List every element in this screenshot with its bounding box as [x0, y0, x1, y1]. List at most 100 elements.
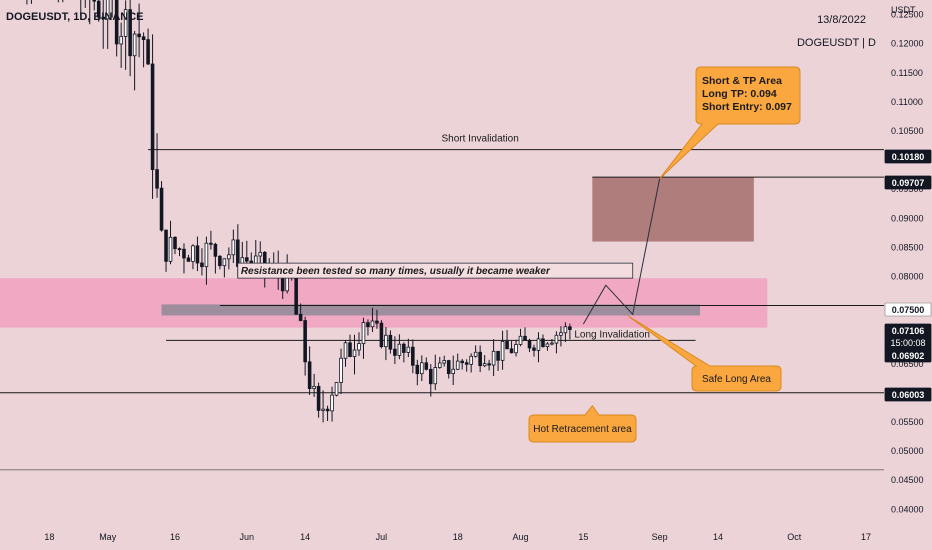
candle [545, 342, 550, 351]
candle [433, 354, 438, 391]
x-tick-label: Sep [652, 532, 668, 542]
symbol-line: DOGEUSDT, 1D, BINANCE [6, 11, 144, 23]
candle [402, 342, 406, 363]
y-tick-label: 0.12000 [891, 39, 924, 49]
x-tick-label: Aug [513, 532, 529, 542]
candle [532, 344, 536, 357]
candle [231, 229, 236, 264]
candle [375, 309, 379, 329]
candle [321, 390, 325, 423]
y-tick-label: 0.04000 [891, 504, 924, 514]
candle [182, 243, 186, 274]
candle [89, 0, 91, 25]
short-invalidation-label: Short Invalidation [442, 134, 519, 145]
candle [339, 348, 343, 395]
resistance-zone [0, 278, 768, 328]
candle [482, 355, 487, 368]
candle [80, 0, 82, 16]
y-tick-label: 0.04500 [891, 475, 924, 485]
candle [518, 328, 523, 347]
candle [168, 220, 173, 265]
candle [177, 247, 182, 257]
candle [105, 0, 110, 49]
date-label: 13/8/2022 [817, 14, 866, 26]
x-tick-label: Jul [376, 532, 388, 542]
candle [307, 346, 312, 396]
y-tick-label: 0.09000 [891, 213, 924, 223]
candle [334, 381, 339, 397]
x-tick-label: 16 [170, 532, 180, 542]
callout-safe-long[interactable]: Safe Long Area [627, 315, 782, 392]
price-tag-label: 0.09707 [892, 178, 925, 188]
callout-hot-retracement-text: Hot Retracement area [533, 424, 632, 435]
currency-label: USDT [891, 5, 916, 15]
x-tick-label: 18 [453, 532, 463, 542]
y-tick-label: 0.11500 [891, 68, 923, 78]
y-tick-label: 0.12500 [891, 10, 924, 20]
candle [150, 34, 155, 199]
price-tag: 0.07500 [884, 302, 932, 317]
candle [155, 133, 159, 198]
candle [191, 244, 195, 270]
candle [303, 316, 307, 376]
resistance-note[interactable]: Resistance been tested so many times, us… [237, 262, 634, 279]
candle [442, 355, 447, 367]
time-axis[interactable]: 18 May 16 Jun 14 Jul 18 Aug 15 Sep 14 Oct 17 [44, 532, 871, 542]
price-tag: 0.10180 [884, 149, 932, 164]
short-tp-zone [592, 177, 754, 242]
candle [316, 382, 321, 418]
gray-zone [161, 304, 701, 316]
candle [200, 248, 204, 276]
candle [370, 307, 375, 333]
candle [428, 364, 433, 397]
callout-hot-retracement[interactable]: Hot Retracement area [528, 404, 637, 443]
x-tick-label: May [99, 532, 117, 542]
candle [464, 359, 469, 372]
callout-short-tp[interactable]: Short & TP Area Long TP: 0.094 Short Ent… [659, 66, 801, 180]
candle [500, 330, 505, 370]
candle [146, 28, 150, 66]
price-axis[interactable]: USDT 0.12500 0.12000 0.11500 0.11000 0.10500… [891, 5, 924, 514]
candle [541, 334, 545, 348]
price-tag-label: 0.10180 [892, 152, 925, 162]
candle [550, 338, 554, 346]
candle [119, 22, 123, 68]
x-tick-label: Jun [240, 532, 255, 542]
candle [343, 340, 348, 367]
candle [406, 338, 411, 358]
candle [123, 0, 128, 70]
candle [505, 329, 509, 350]
candle [420, 355, 424, 382]
price-tag: 0.07106 15:00:08 [884, 323, 932, 351]
callout-short-line3: Short Entry: 0.097 [702, 101, 792, 113]
candle [379, 320, 384, 349]
candle [366, 319, 370, 336]
candle [141, 32, 146, 68]
y-tick-label: 0.05500 [891, 417, 924, 427]
y-tick-label: 0.10500 [891, 126, 924, 136]
long-invalidation-label: Long Invalidation [574, 329, 650, 340]
price-tags: 0.10180 0.09707 0.07500 0.07106 15:00:08 0.06… [884, 149, 932, 402]
watermark-label: DOGEUSDT | D [797, 37, 876, 49]
callout-safe-long-text: Safe Long Area [702, 374, 771, 385]
candle [357, 332, 361, 356]
price-tag: 0.09707 [884, 175, 932, 190]
candle [114, 0, 119, 57]
candle [222, 258, 227, 278]
candle [469, 353, 473, 373]
candle [352, 334, 357, 375]
price-tag-label: 0.06902 [892, 351, 925, 361]
x-tick-label: 14 [300, 532, 310, 542]
candle [298, 303, 303, 322]
candle [361, 317, 366, 359]
candle [388, 330, 393, 354]
candle [393, 336, 397, 365]
candle [554, 331, 559, 354]
candle [563, 322, 568, 343]
candle [92, 0, 97, 11]
candle [209, 230, 213, 250]
callout-short-line2: Long TP: 0.094 [702, 88, 777, 100]
candle [159, 181, 164, 232]
candle [491, 339, 496, 377]
